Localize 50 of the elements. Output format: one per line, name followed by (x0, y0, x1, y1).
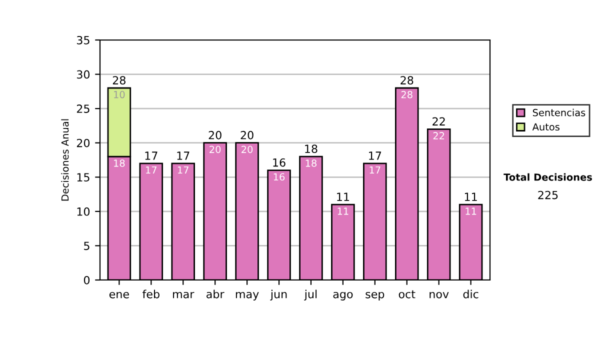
data-label: 20 (210, 146, 221, 154)
total-label: 20 (208, 130, 222, 140)
x-tick-label: jun (270, 290, 287, 300)
y-tick-label: 25 (76, 104, 90, 113)
data-label: 22 (433, 132, 444, 140)
total-label: 17 (177, 152, 190, 160)
y-tick-label: 5 (84, 242, 90, 250)
data-label: 17 (370, 166, 380, 174)
total-label: 20 (240, 130, 254, 140)
x-tick-label: jul (304, 290, 317, 300)
data-label: 28 (401, 90, 412, 98)
text: Total Decisiones (504, 173, 592, 181)
x-tick-label: ago (333, 292, 353, 300)
x-tick-label: dic (463, 290, 478, 298)
x-tick-label: may (236, 292, 259, 300)
y-tick-label: 10 (77, 207, 90, 216)
x-tick-label: sep (366, 292, 384, 300)
total-label: 11 (337, 192, 349, 201)
x-tick-label: nov (430, 292, 449, 298)
data-label: 18 (306, 159, 317, 167)
legend-label: Autos (532, 123, 560, 131)
y-tick-label: 0 (84, 276, 90, 284)
total-label: 28 (400, 76, 414, 84)
total-label: 17 (369, 152, 382, 160)
x-tick-label: feb (142, 290, 160, 298)
data-label: 17 (146, 166, 156, 174)
total-label: 28 (112, 76, 126, 84)
data-label: 18 (114, 159, 125, 167)
y-tick-label: 30 (76, 70, 90, 79)
total-label: 11 (464, 192, 477, 201)
total-label: 16 (273, 158, 286, 167)
data-label: 16 (274, 173, 285, 181)
total-label: 17 (145, 152, 158, 160)
x-tick-label: abr (206, 290, 224, 298)
y-axis-title: Decisiones Anual (61, 119, 69, 201)
y-tick-label: 15 (77, 173, 90, 182)
total-label: 22 (432, 117, 445, 126)
x-tick-label: ene (109, 292, 129, 298)
data-label: 11 (466, 208, 476, 215)
total-label: 18 (305, 144, 318, 154)
y-tick-label: 20 (76, 138, 90, 148)
y-tick-label: 35 (76, 36, 90, 44)
text: 225 (538, 190, 558, 200)
x-tick-label: mar (173, 292, 194, 298)
data-label: 20 (242, 146, 253, 154)
legend-label: Sentencias (532, 108, 586, 116)
x-tick-label: oct (398, 290, 416, 298)
data-label: 10 (114, 90, 125, 98)
data-label: 17 (178, 166, 188, 174)
data-label: 11 (338, 208, 348, 215)
